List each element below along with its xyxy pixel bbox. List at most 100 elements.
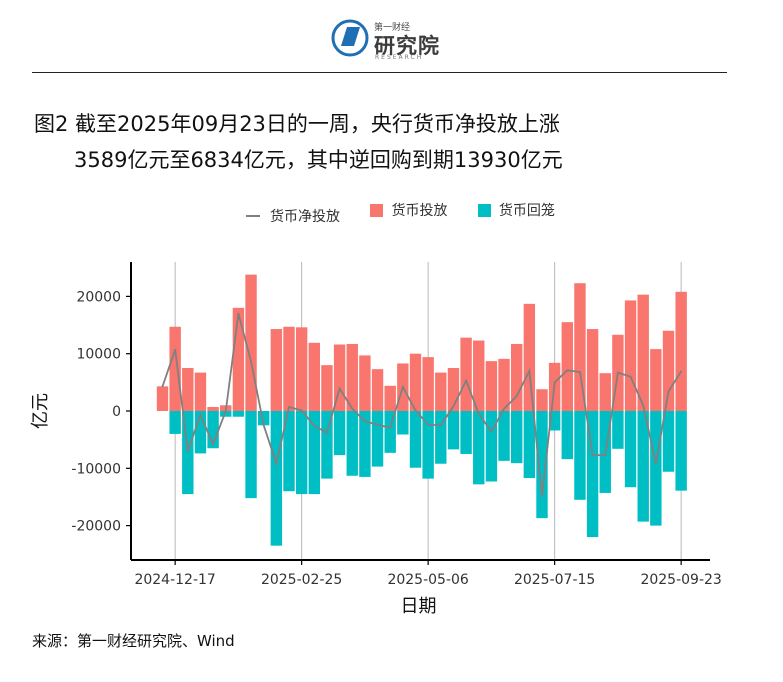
withdrawal-bar [561, 411, 573, 460]
net-injection-point [199, 414, 202, 416]
withdrawal-bar [182, 411, 194, 495]
net-injection-point [389, 426, 392, 429]
x-tick-label: 2024-12-17 [134, 572, 215, 588]
withdrawal-bar [258, 411, 270, 426]
injection-bar [194, 372, 207, 411]
net-injection-point [452, 405, 455, 408]
net-injection-point [604, 454, 607, 457]
withdrawal-bar [422, 411, 434, 479]
withdrawal-bar [397, 411, 409, 435]
research-logo: 第一财经 研究院 RESEARCH [330, 14, 450, 64]
net-injection-point [313, 425, 316, 427]
chart-legend: 货币净投放 货币投放 货币回笼 [246, 200, 581, 226]
net-injection-point [351, 407, 354, 410]
injection-bar [169, 326, 181, 411]
logo-top-text: 第一财经 [374, 23, 411, 33]
withdrawal-bar [523, 411, 536, 479]
withdrawal-bar [283, 411, 295, 492]
source-note: 来源：第一财经研究院、Wind [32, 632, 235, 650]
injection-bar [245, 274, 257, 411]
net-injection-point [579, 371, 581, 373]
x-tick-label: 2025-02-25 [261, 572, 342, 588]
net-injection-point [161, 385, 164, 388]
injection-bar [523, 303, 536, 411]
withdrawal-bar [321, 411, 333, 479]
y-tick-label: 0 [112, 404, 121, 420]
x-axis-title: 日期 [401, 596, 437, 617]
injection-bar [675, 291, 687, 411]
injection-bar [473, 340, 485, 411]
net-injection-point [186, 450, 189, 453]
legend-item-withdrawal: 货币回笼 [477, 200, 555, 220]
y-tick-label: 20000 [76, 289, 121, 305]
withdrawal-bar [485, 411, 498, 482]
x-tick-label: 2025-09-23 [640, 572, 721, 588]
legend-label-injection: 货币投放 [391, 203, 448, 219]
withdrawal-bar [586, 411, 599, 538]
withdrawal-bar [662, 411, 675, 472]
injection-bar [422, 357, 434, 411]
logo-sub-text: RESEARCH [375, 54, 424, 61]
injection-bar [321, 365, 333, 411]
injection-bar [333, 344, 346, 411]
legend-label-withdrawal: 货币回笼 [498, 203, 555, 219]
x-tick-label: 2025-07-15 [514, 572, 595, 588]
injection-bar [207, 406, 219, 411]
injection-bar [536, 389, 548, 411]
injection-bar [295, 327, 308, 411]
injection-bar [384, 385, 396, 411]
withdrawal-bar [333, 411, 346, 456]
net-injection-point [477, 412, 480, 415]
net-injection-point [439, 424, 442, 427]
legend-item-injection: 货币投放 [370, 200, 447, 220]
injection-bar [637, 294, 649, 411]
injection-bar [599, 373, 611, 411]
injection-bar [447, 368, 460, 411]
y-tick-label: -20000 [71, 519, 121, 535]
net-injection-point [326, 431, 328, 434]
withdrawal-bar [295, 411, 308, 495]
injection-bar [283, 326, 295, 411]
legend-item-net: 货币净投放 [246, 206, 340, 226]
legend-label-net: 货币净投放 [270, 208, 340, 225]
injection-bar [650, 349, 662, 411]
withdrawal-bar [498, 411, 510, 461]
net-injection-point [541, 495, 543, 498]
withdrawal-bar [270, 411, 283, 546]
withdrawal-bar [220, 411, 232, 417]
net-injection-point [414, 409, 417, 412]
injection-bar [435, 372, 447, 411]
net-injection-point [591, 454, 594, 457]
net-injection-point [427, 423, 430, 426]
withdrawal-bar [460, 411, 472, 454]
injection-bar [371, 369, 384, 411]
withdrawal-bar [232, 411, 245, 417]
legend-line-swatch [246, 214, 260, 217]
net-injection-point [237, 312, 240, 315]
withdrawal-bar [624, 411, 637, 488]
withdrawal-bar [511, 411, 523, 464]
injection-bar [409, 353, 422, 411]
injection-bar [574, 283, 586, 411]
injection-bar [460, 337, 472, 411]
withdrawal-bar [650, 411, 662, 526]
net-injection-point [629, 375, 632, 378]
net-injection-point [642, 404, 645, 407]
net-injection-point [212, 443, 215, 446]
net-injection-point [553, 381, 556, 384]
net-injection-point [338, 387, 341, 390]
withdrawal-bar [637, 411, 649, 522]
withdrawal-bar [346, 411, 358, 476]
injection-bar [586, 329, 599, 411]
net-injection-point [275, 462, 278, 465]
injection-bar [485, 361, 498, 411]
net-injection-point [566, 369, 569, 372]
withdrawal-bar [194, 411, 207, 454]
injection-bar [498, 358, 510, 411]
withdrawal-bar [308, 411, 320, 495]
net-injection-point [174, 348, 177, 351]
withdrawal-bar [536, 411, 548, 519]
legend-swatch-withdrawal [477, 203, 491, 217]
net-injection-point [364, 420, 366, 423]
net-injection-point [376, 423, 379, 426]
